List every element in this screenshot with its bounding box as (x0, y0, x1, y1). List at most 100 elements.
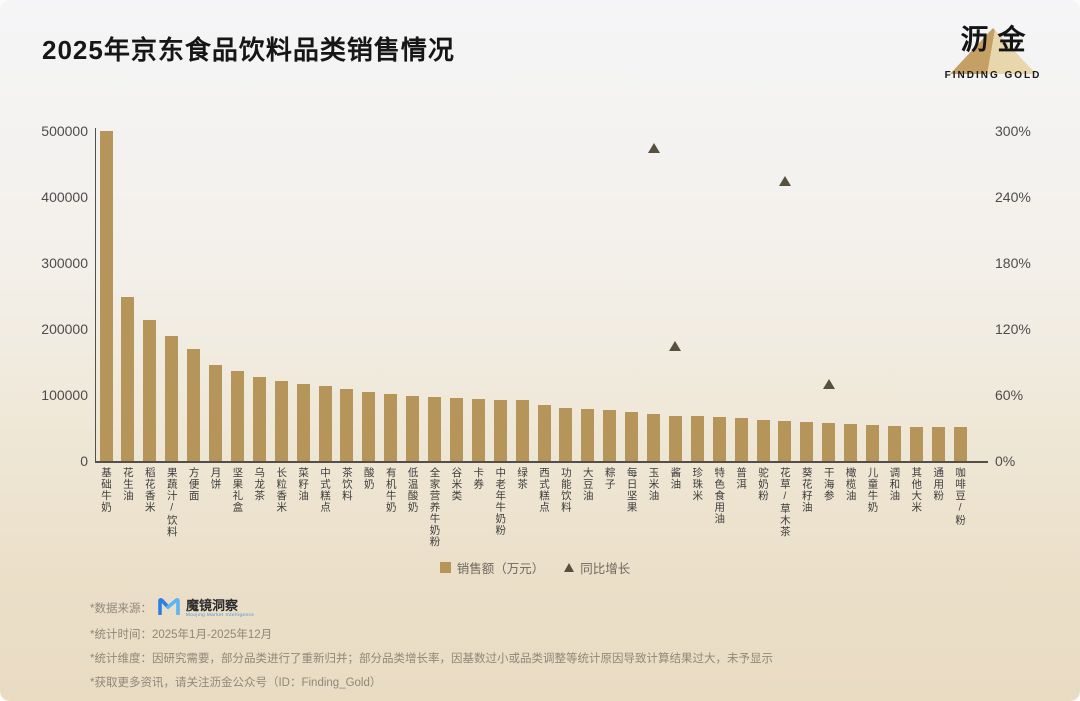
bar-特色食用油 (712, 417, 726, 461)
legend-sales-label: 销售额（万元） (456, 562, 545, 576)
bar-咖啡豆/粉 (953, 427, 967, 461)
bar-绿茶 (515, 400, 529, 461)
moojing-brand-name: 魔镜洞察 (185, 597, 238, 613)
footnote-period: *统计时间：2025年1月-2025年12月 (90, 629, 273, 641)
x-label-茶饮料: 茶饮料 (340, 467, 353, 502)
bar-花草/草木茶 (778, 421, 792, 461)
bar-乌龙茶 (252, 376, 266, 461)
sales-swatch-icon (439, 562, 451, 573)
growth-triangle-icon (564, 563, 575, 572)
bar-长粒香米 (274, 381, 288, 461)
x-label-普洱: 普洱 (735, 467, 748, 490)
bar-果蔬汁/饮料 (165, 335, 179, 461)
right-axis-tick: 60% (995, 387, 1024, 403)
right-axis-tick: 180% (995, 255, 1031, 271)
x-label-绿茶: 绿茶 (516, 467, 529, 490)
moojing-brand-subtitle: Moojing Market Intelligence (185, 611, 255, 617)
bar-儿童牛奶 (866, 424, 879, 461)
x-label-全家营养牛奶粉: 全家营养牛奶粉 (428, 467, 441, 548)
x-label-干海参: 干海参 (822, 467, 835, 502)
x-label-珍珠米: 珍珠米 (691, 467, 704, 502)
bar-全家营养牛奶粉 (428, 397, 441, 461)
bar-中式糕点 (318, 386, 332, 461)
bar-低温酸奶 (406, 396, 420, 461)
x-label-低温酸奶: 低温酸奶 (406, 467, 419, 513)
bar-每日坚果 (625, 411, 639, 461)
bar-功能饮料 (559, 407, 573, 461)
growth-marker-玉米油 (647, 142, 660, 153)
brand-logo: 沥金 FINDING GOLD (928, 12, 1058, 86)
bar-中老年牛奶粉 (493, 399, 507, 461)
bar-通用粉 (931, 426, 945, 461)
right-axis-tick: 0% (995, 453, 1016, 469)
chart-title: 2025年京东食品饮料品类销售情况 (42, 35, 455, 65)
x-label-长粒香米: 长粒香米 (275, 467, 288, 513)
x-label-西式糕点: 西式糕点 (538, 467, 550, 513)
growth-marker-酱油 (669, 340, 682, 351)
x-label-乌龙茶: 乌龙茶 (253, 467, 266, 502)
x-label-大豆油: 大豆油 (581, 467, 594, 502)
growth-marker-花草/草木茶 (778, 175, 791, 186)
left-axis-tick: 300000 (41, 255, 88, 271)
x-label-咖啡豆/粉: 咖啡豆/粉 (954, 467, 967, 526)
x-label-粽子: 粽子 (603, 467, 616, 490)
bar-葵花籽油 (800, 422, 814, 461)
bar-干海参 (822, 423, 836, 461)
bar-调和油 (887, 426, 901, 461)
bar-酱油 (668, 415, 682, 461)
bar-玉米油 (647, 413, 660, 461)
bar-普洱 (734, 418, 748, 461)
footnote-method: *统计维度：因研究需要，部分品类进行了重新归并；部分品类增长率，因基数过小或品类… (90, 653, 773, 665)
x-label-酱油: 酱油 (669, 467, 682, 490)
bar-稻花香米 (143, 319, 157, 461)
x-label-调和油: 调和油 (888, 467, 901, 502)
bar-花生油 (121, 297, 135, 461)
x-label-特色食用油: 特色食用油 (713, 467, 726, 525)
x-label-葵花籽油: 葵花籽油 (800, 467, 813, 513)
bar-菜籽油 (296, 384, 310, 461)
bar-西式糕点 (537, 404, 551, 461)
x-label-谷米类: 谷米类 (450, 467, 463, 502)
bar-珍珠米 (690, 416, 704, 461)
bar-方便面 (187, 348, 201, 461)
x-label-卡券: 卡券 (472, 467, 485, 490)
data-source-label: *数据来源： (90, 603, 152, 615)
x-label-坚果礼盒: 坚果礼盒 (231, 467, 244, 513)
data-source-row: *数据来源： 魔镜洞察 Moojing Market Intelligence (90, 598, 254, 618)
bar-橄榄油 (844, 424, 858, 461)
x-label-方便面: 方便面 (187, 467, 200, 502)
left-axis-tick: 400000 (41, 189, 88, 205)
x-label-玉米油: 玉米油 (647, 467, 660, 502)
x-label-每日坚果: 每日坚果 (625, 467, 638, 513)
bar-酸奶 (362, 391, 376, 461)
growth-marker-干海参 (822, 379, 835, 389)
bar-坚果礼盒 (230, 371, 244, 461)
x-label-有机牛奶: 有机牛奶 (384, 467, 397, 513)
moojing-brand: 魔镜洞察 Moojing Market Intelligence (186, 599, 254, 618)
bar-其他大米 (909, 426, 923, 461)
left-axis-line (95, 128, 96, 461)
left-axis-tick: 100000 (41, 387, 88, 403)
left-axis-tick: 0 (80, 453, 88, 469)
baseline (95, 461, 988, 463)
x-label-稻花香米: 稻花香米 (143, 467, 156, 513)
x-label-儿童牛奶: 儿童牛奶 (866, 467, 879, 513)
brand-name: 沥金 (960, 24, 1035, 55)
right-axis-tick: 300% (995, 123, 1031, 139)
moojing-logo-icon (158, 598, 180, 618)
right-axis-tick: 120% (995, 321, 1031, 337)
x-label-驼奶粉: 驼奶粉 (757, 467, 769, 502)
bar-月饼 (209, 365, 222, 461)
legend-item-growth: 同比增长 (564, 558, 630, 577)
brand-subtitle: FINDING GOLD (944, 70, 1042, 81)
x-label-其他大米: 其他大米 (910, 467, 923, 513)
x-label-菜籽油: 菜籽油 (297, 467, 310, 502)
right-axis-tick: 240% (995, 189, 1031, 205)
legend: 销售额（万元） 同比增长 (95, 558, 975, 577)
bar-基础牛奶 (99, 131, 113, 461)
footnote-contact: *获取更多资讯，请关注沥金公众号（ID：Finding_Gold） (90, 677, 382, 689)
x-label-中老年牛奶粉: 中老年牛奶粉 (494, 467, 507, 536)
x-label-酸奶: 酸奶 (362, 467, 375, 490)
